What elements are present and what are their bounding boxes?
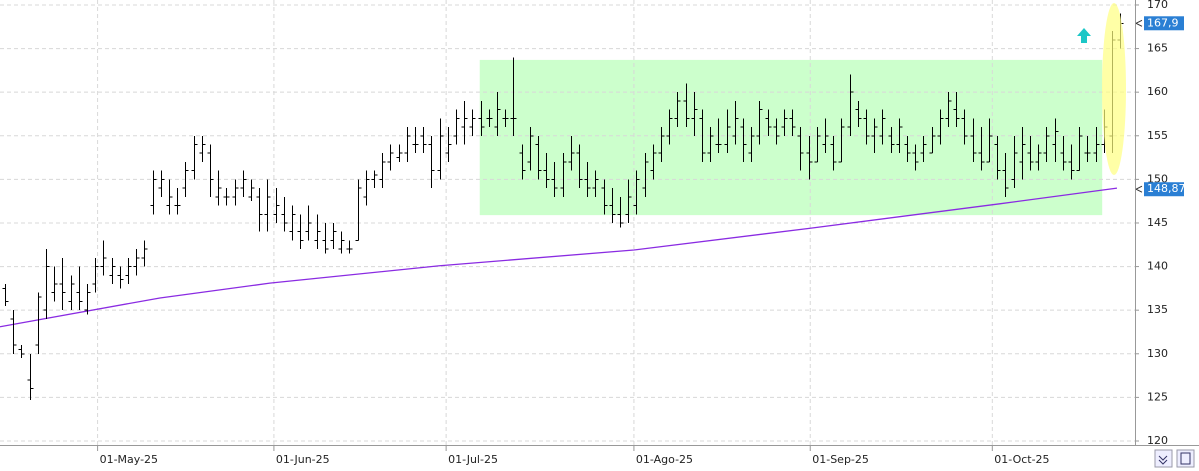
price-pointer [1135,19,1143,27]
y-tick-label: 120 [1147,434,1168,447]
scroll-icon [1158,455,1168,465]
up-arrow [1077,28,1091,43]
price-label-box [1144,16,1184,31]
save-icon [1180,452,1191,465]
x-tick-label: 01-Oct-25 [994,453,1049,466]
range-zone [479,59,1103,216]
x-tick-label: 01-Jul-25 [448,453,498,466]
zone-layer [479,59,1103,216]
moving-average [0,187,1118,328]
x-tick-label: 01-Sep-25 [812,453,869,466]
price-pointer [1135,185,1143,193]
y-tick-label: 170 [1147,0,1168,11]
y-tick-label: 135 [1147,303,1168,316]
price-label: 148,87 [1147,182,1186,195]
y-tick-label: 155 [1147,129,1168,142]
marks-layer [0,13,1124,401]
scroll-button[interactable] [1154,449,1173,468]
y-tick-label: 160 [1147,85,1168,98]
y-tick-label: 130 [1147,347,1168,360]
price-label-box [1144,182,1184,197]
y-tick-label: 165 [1147,42,1168,55]
grid-layer [0,0,1135,445]
price-label: 167,9 [1147,16,1179,29]
y-tick-label: 140 [1147,260,1168,273]
x-tick-label: 01-Jun-25 [276,453,330,466]
x-tick-label: 01-May-25 [100,453,158,466]
highlight-ellipse [1102,3,1126,175]
y-tick-label: 150 [1147,172,1168,185]
x-tick-label: 01-Ago-25 [636,453,693,466]
y-tick-label: 145 [1147,216,1168,229]
axes-layer: 120 125 130 135 140 145 150 155 160 165 170 01-May-… [97,0,1186,466]
y-tick-label: 125 [1147,390,1168,403]
